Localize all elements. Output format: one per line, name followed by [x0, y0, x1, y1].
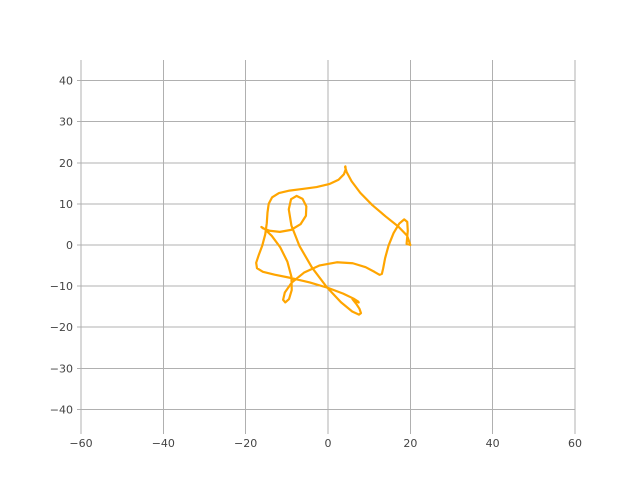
y-tick-label: 20 — [59, 157, 73, 170]
y-tick-label: 10 — [59, 198, 73, 211]
y-tick-label: −30 — [50, 362, 73, 375]
x-tick-label: −60 — [69, 437, 92, 450]
x-tick-label: 20 — [403, 437, 417, 450]
series-line-0 — [255, 165, 412, 316]
y-axis-ticks: −40 −30 −20 −10 0 10 20 30 40 — [50, 75, 81, 416]
x-tick-label: 40 — [486, 437, 500, 450]
x-axis-ticks: −60 −40 −20 0 20 40 60 — [69, 430, 582, 450]
y-tick-label: −10 — [50, 280, 73, 293]
x-tick-label: 0 — [325, 437, 332, 450]
y-tick-label: 30 — [59, 116, 73, 129]
y-tick-label: −40 — [50, 403, 73, 416]
y-gridlines — [81, 80, 575, 410]
y-tick-label: 40 — [59, 75, 73, 88]
x-tick-label: −40 — [152, 437, 175, 450]
y-tick-label: 0 — [66, 239, 73, 252]
y-tick-label: −20 — [50, 321, 73, 334]
series-layer — [255, 165, 412, 316]
x-tick-label: −20 — [234, 437, 257, 450]
x-tick-label: 60 — [568, 437, 582, 450]
